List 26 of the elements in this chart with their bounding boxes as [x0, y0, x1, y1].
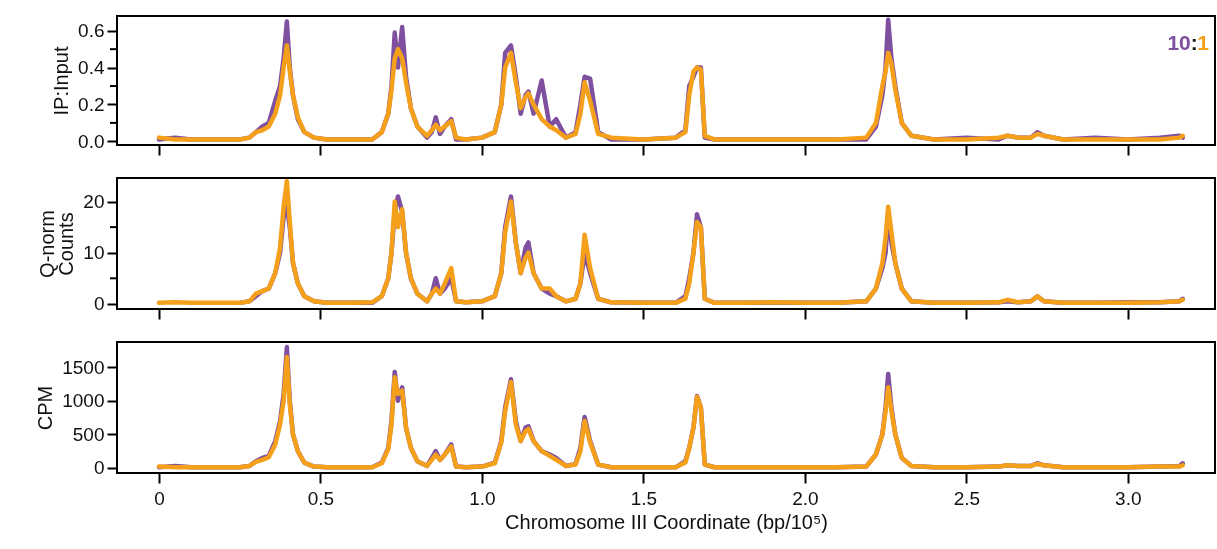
x-tick-label: 1.0 — [469, 487, 496, 509]
y-tick-label: 0 — [93, 293, 105, 315]
y-tick-label: 10 — [83, 242, 105, 264]
x-tick-label: 2.0 — [792, 487, 819, 509]
text: 10 — [1167, 31, 1191, 54]
x-tick-label: 0 — [154, 487, 165, 509]
y-tick-label: 500 — [72, 423, 105, 445]
y-tick-label: 0.4 — [78, 57, 105, 79]
y-axis-title: Q-norm Counts — [36, 210, 78, 278]
y-tick-label: 0 — [93, 457, 105, 479]
y-tick-label: 0.6 — [78, 20, 105, 42]
y-tick-label: 1000 — [62, 390, 105, 412]
y-tick-label: 0.0 — [78, 130, 105, 152]
x-tick-label: 3.0 — [1115, 487, 1142, 509]
line-series — [156, 178, 1185, 306]
x-tick-label: 0.5 — [307, 487, 335, 509]
x-axis-title: Chromosome III Coordinate (bp/10⁵) — [505, 510, 828, 533]
y-axis-title: IP:Input — [50, 46, 73, 116]
y-tick-label: 20 — [83, 191, 105, 213]
x-tick-label: 2.5 — [953, 487, 981, 509]
x-tick-label: 1.5 — [630, 487, 658, 509]
y-tick-label: 0.2 — [78, 93, 105, 115]
y-axis-title: CPM — [34, 385, 57, 431]
text: 1 — [1197, 31, 1210, 54]
y-tick-label: 1500 — [62, 356, 105, 378]
annotation: : — [1190, 31, 1198, 54]
